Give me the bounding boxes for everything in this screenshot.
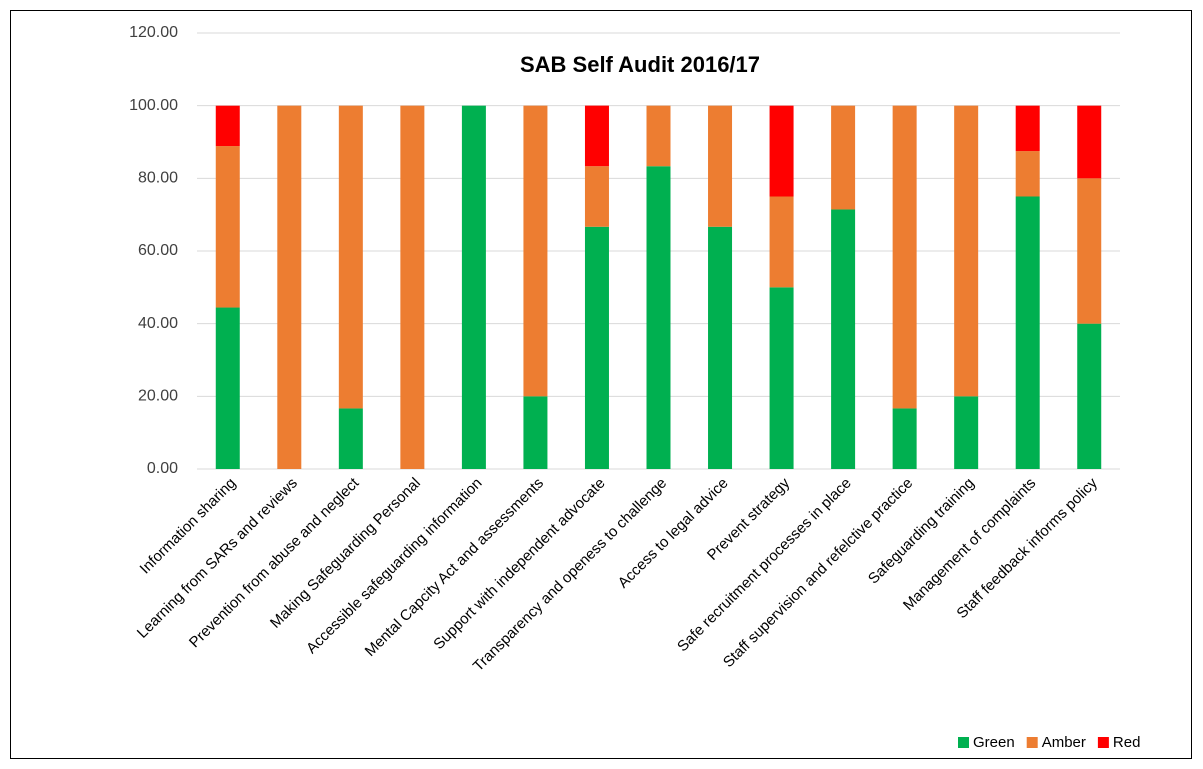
bar-segment <box>1015 196 1040 469</box>
bar-segment <box>215 146 240 308</box>
bar-segment <box>954 396 979 469</box>
bar-segment <box>831 209 856 469</box>
y-tick-label: 120.00 <box>129 24 178 41</box>
y-tick-label: 80.00 <box>138 170 178 187</box>
legend-swatch <box>958 737 969 748</box>
bar-segment <box>338 105 363 409</box>
bar-segment <box>523 396 548 469</box>
bar-segment <box>646 166 671 470</box>
bar-segment <box>769 105 794 197</box>
bar-segment <box>277 105 302 470</box>
bar-segment <box>400 105 425 470</box>
bar-segment <box>1077 178 1102 324</box>
bar-segment <box>523 105 548 397</box>
bar-segment <box>1077 105 1102 179</box>
bar-segment <box>708 226 733 469</box>
bar-segment <box>646 105 671 167</box>
y-tick-label: 40.00 <box>138 315 178 332</box>
bar-segment <box>769 196 794 288</box>
bar-segment <box>892 408 917 469</box>
legend-label: Amber <box>1042 734 1086 751</box>
bar-segment <box>708 105 733 227</box>
bar-segment <box>584 105 609 167</box>
legend-label: Green <box>973 734 1015 751</box>
legend-swatch <box>1026 737 1038 748</box>
bar-segment <box>461 105 486 470</box>
y-tick-label: 20.00 <box>138 388 178 405</box>
bar-segment <box>584 226 609 469</box>
bar-segment <box>831 105 856 210</box>
bar-segment <box>1015 151 1040 197</box>
y-tick-label: 0.00 <box>147 460 178 477</box>
bar-segment <box>338 408 363 469</box>
bar-segment <box>584 166 609 227</box>
bar-segment <box>954 105 979 397</box>
y-tick-label: 60.00 <box>138 242 178 259</box>
bar-segment <box>1077 323 1102 469</box>
legend-label: Red <box>1113 734 1141 751</box>
bar-segment <box>1015 105 1040 152</box>
bar-segment <box>892 105 917 409</box>
legend-swatch <box>1097 737 1109 748</box>
chart-title: SAB Self Audit 2016/17 <box>520 52 760 77</box>
bar-segment <box>769 287 794 469</box>
bar-segment <box>215 105 240 147</box>
y-tick-label: 100.00 <box>129 97 178 114</box>
bar-segment <box>215 307 240 469</box>
